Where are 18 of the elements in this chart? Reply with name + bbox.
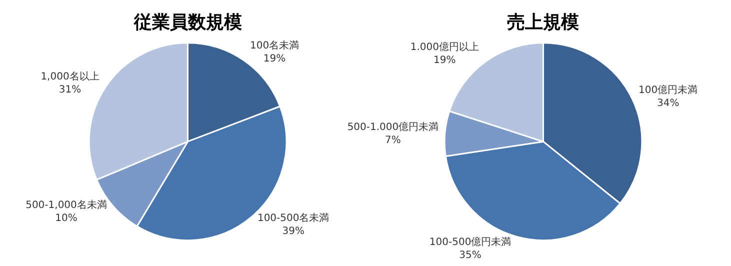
chart-title: 売上規模 — [507, 12, 579, 33]
slice-label: 100-500名未満 — [257, 212, 330, 224]
data-label: 35% — [459, 250, 482, 262]
data-label: 31% — [58, 84, 82, 96]
chart-title: 従業員数規模 — [133, 12, 242, 33]
slice-label: 100億円未満 — [638, 84, 698, 96]
data-label: 19% — [263, 53, 286, 64]
slice-label: 1,000名以上 — [40, 70, 100, 83]
slice-label: 500-1,000名未満 — [26, 199, 107, 212]
data-label: 19% — [434, 55, 456, 66]
slice-label: 100名未満 — [250, 39, 300, 52]
data-label: 10% — [55, 213, 78, 224]
slice-label: 500-1.000億円未満 — [347, 120, 439, 133]
slice-label: 100-500億円未満 — [429, 236, 512, 248]
data-label: 7% — [385, 134, 401, 146]
slice-label: 1.000億円以上 — [410, 41, 479, 54]
data-label: 39% — [282, 226, 304, 238]
data-label: 34% — [656, 98, 680, 110]
